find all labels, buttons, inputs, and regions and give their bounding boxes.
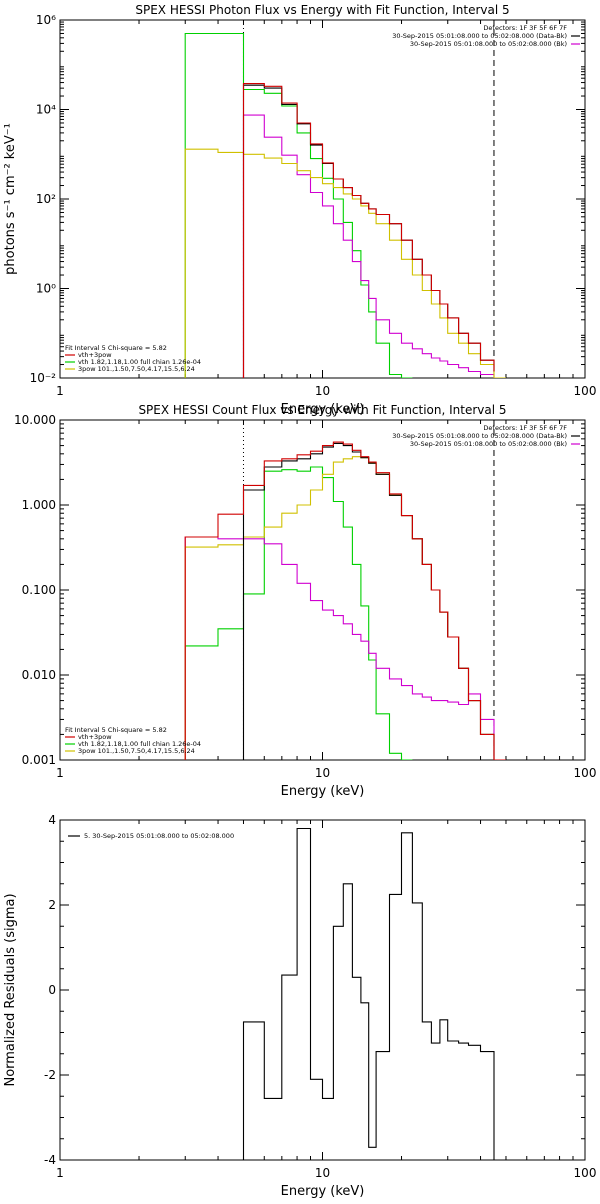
y-tick-label: 1.000 xyxy=(22,498,56,512)
legend-entry: 3pow 101.,1.50,7.50,4.17,15.5,6.24 xyxy=(78,747,195,755)
y-tick-label: 0 xyxy=(48,983,56,997)
header-annotation: 30-Sep-2015 05:01:08.000 to 05:02:08.000… xyxy=(392,432,567,440)
series-line-1 xyxy=(184,32,413,378)
legend-entry: Fit Interval 5 Chi-square = 5.82 xyxy=(65,726,167,734)
header-annotation: 30-Sep-2015 05:01:08.000 to 05:02:08.000… xyxy=(410,40,567,48)
x-tick-label: 10 xyxy=(315,384,330,398)
y-axis-label: photons s⁻¹ cm⁻² keV⁻¹ xyxy=(3,123,18,275)
y-tick-label: 0.010 xyxy=(22,668,56,682)
chart-panel-1: 1 10 100 10⁻² 10⁰ 10² 10⁴ 10⁶ SPEX HESSI Photon … xyxy=(3,3,596,417)
chart-panel-3: 1 10 100 -4 -2 0 2 4 Energy (keV) Normalized Resi… xyxy=(3,813,596,1199)
x-tick-label: 100 xyxy=(574,1166,597,1180)
y-tick-label: -2 xyxy=(44,1068,56,1082)
header-annotation: 30-Sep-2015 05:01:08.000 to 05:02:08.000… xyxy=(392,32,567,40)
legend-entry: vth+3pow xyxy=(78,351,112,359)
chart-title: SPEX HESSI Count Flux vs Energy with Fit… xyxy=(138,403,506,417)
legend-entry: 5. 30-Sep-2015 05:01:08.000 to 05:02:08.… xyxy=(84,832,234,840)
plot-frame xyxy=(59,819,586,1161)
series-line-2 xyxy=(184,536,495,760)
chart-panel-2: 1 10 100 0.001 0.010 0.100 1.000 10.000 SPEX HES… xyxy=(14,403,596,799)
x-tick-label: 1 xyxy=(56,1166,64,1180)
x-tick-label: 100 xyxy=(574,766,597,780)
x-axis-label: Energy (keV) xyxy=(281,784,365,799)
x-axis-label: Energy (keV) xyxy=(281,1184,365,1199)
series-line-3 xyxy=(184,456,506,760)
series-line-4 xyxy=(242,84,495,378)
y-tick-label: -4 xyxy=(44,1153,56,1167)
y-tick-label: 10⁴ xyxy=(36,103,56,117)
y-tick-label: 0.100 xyxy=(22,583,56,597)
chart-title: SPEX HESSI Photon Flux vs Energy with Fi… xyxy=(135,3,509,17)
series-line-3 xyxy=(184,148,506,378)
header-annotation: Detectors: 1F 3F 5F 6F 7F xyxy=(483,24,567,32)
legend-entry: vth+3pow xyxy=(78,733,112,741)
x-tick-label: 10 xyxy=(315,1166,330,1180)
series-line-2 xyxy=(242,114,495,378)
series-line-5 xyxy=(242,83,495,378)
x-tick-label: 10 xyxy=(315,766,330,780)
y-tick-label: 0.001 xyxy=(22,753,56,767)
legend-entry: 3pow 101.,1.50,7.50,4.17,15.5,6.24 xyxy=(78,365,195,373)
x-tick-label: 100 xyxy=(574,384,597,398)
y-tick-label: 10⁻² xyxy=(30,371,57,385)
x-tick-label: 1 xyxy=(56,384,64,398)
y-tick-label: 10² xyxy=(36,192,56,206)
x-tick-label: 1 xyxy=(56,766,64,780)
y-tick-label: 2 xyxy=(48,898,56,912)
y-tick-label: 10⁶ xyxy=(36,13,56,27)
legend-entry: vth 1.82,1.18,1.00 full chian 1.26e-04 xyxy=(78,358,201,366)
x-axis-label: Energy (keV) xyxy=(281,402,365,417)
y-tick-label: 10.000 xyxy=(14,413,56,427)
series-line-4 xyxy=(242,442,506,760)
series-line-5 xyxy=(184,441,506,760)
y-tick-label: 4 xyxy=(48,813,56,827)
y-axis-label: Normalized Residuals (sigma) xyxy=(3,893,18,1086)
legend-entry: vth 1.82,1.18,1.00 full chian 1.26e-04 xyxy=(78,740,201,748)
header-annotation: Detectors: 1F 3F 5F 6F 7F xyxy=(483,424,567,432)
series-line-1 xyxy=(184,466,413,760)
series-line-1 xyxy=(242,827,495,1160)
legend-entry: Fit Interval 5 Chi-square = 5.82 xyxy=(65,344,167,352)
y-tick-label: 10⁰ xyxy=(36,282,56,296)
header-annotation: 30-Sep-2015 05:01:08.000 to 05:02:08.000… xyxy=(410,440,567,448)
